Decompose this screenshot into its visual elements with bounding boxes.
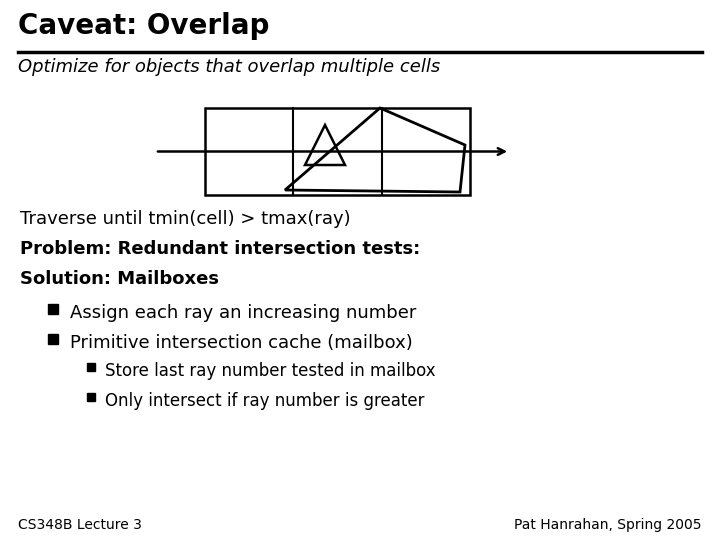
Text: Assign each ray an increasing number: Assign each ray an increasing number: [70, 304, 416, 322]
Text: Primitive intersection cache (mailbox): Primitive intersection cache (mailbox): [70, 334, 413, 352]
Text: CS348B Lecture 3: CS348B Lecture 3: [18, 518, 142, 532]
Text: Pat Hanrahan, Spring 2005: Pat Hanrahan, Spring 2005: [515, 518, 702, 532]
Text: Traverse until tmin(cell) > tmax(ray): Traverse until tmin(cell) > tmax(ray): [20, 210, 351, 228]
Text: Solution: Mailboxes: Solution: Mailboxes: [20, 270, 219, 288]
Bar: [205, 108, 470, 195]
Bar: [87, 362, 95, 370]
Text: Caveat: Overlap: Caveat: Overlap: [18, 12, 269, 40]
Text: Optimize for objects that overlap multiple cells: Optimize for objects that overlap multip…: [18, 58, 440, 76]
Bar: [87, 393, 95, 401]
Bar: [48, 334, 58, 344]
Text: Store last ray number tested in mailbox: Store last ray number tested in mailbox: [105, 362, 436, 380]
Text: Only intersect if ray number is greater: Only intersect if ray number is greater: [105, 392, 425, 410]
Bar: [48, 304, 58, 314]
Text: Problem: Redundant intersection tests:: Problem: Redundant intersection tests:: [20, 240, 420, 258]
